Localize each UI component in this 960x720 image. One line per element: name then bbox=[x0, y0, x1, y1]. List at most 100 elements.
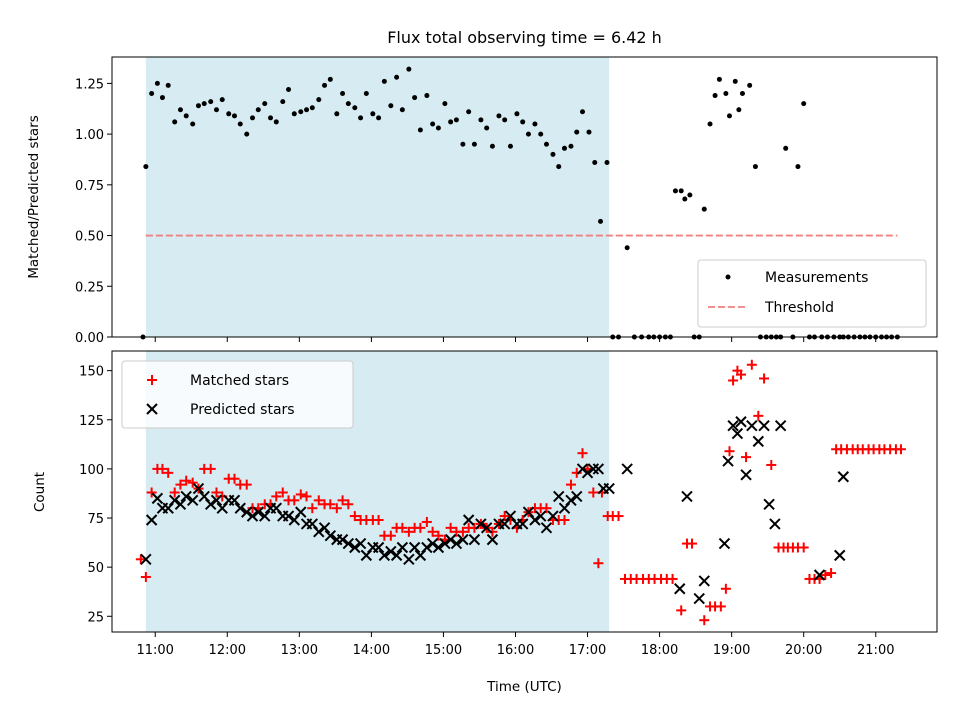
predicted-star-point bbox=[674, 583, 686, 595]
predicted-star-point bbox=[390, 549, 403, 562]
matched-star-point bbox=[343, 499, 354, 510]
y-tick-label: 50 bbox=[87, 561, 104, 576]
measurement-point bbox=[424, 93, 430, 99]
x-tick-label: 13:00 bbox=[281, 643, 318, 658]
measurement-point bbox=[489, 143, 495, 149]
top-y-label: Matched/Predicted stars bbox=[26, 115, 42, 278]
measurement-point bbox=[231, 113, 237, 119]
measurement-point bbox=[376, 115, 382, 121]
measurement-point bbox=[496, 113, 502, 119]
legend-predicted-marker bbox=[146, 403, 158, 415]
predicted-star-point bbox=[565, 494, 577, 507]
predicted-star-point bbox=[444, 533, 457, 546]
predicted-star-point bbox=[468, 533, 481, 546]
matched-star-point bbox=[229, 473, 240, 484]
matched-star-point bbox=[445, 522, 456, 533]
predicted-star-point bbox=[421, 541, 433, 554]
measurement-point bbox=[345, 101, 351, 107]
predicted-star-point bbox=[746, 419, 758, 432]
predicted-star-point bbox=[151, 492, 164, 505]
measurement-point bbox=[273, 119, 279, 125]
measurement-point bbox=[219, 97, 225, 103]
measurement-point bbox=[568, 143, 574, 149]
matched-star-point bbox=[613, 511, 624, 522]
measurement-point bbox=[412, 95, 418, 101]
measurement-point bbox=[340, 91, 346, 97]
predicted-star-point bbox=[727, 419, 739, 432]
matched-star-point bbox=[499, 511, 510, 522]
bottom-panel: 25 50 75 100 125 150 11:00 12:00 13:00 14:00 15:0… bbox=[32, 350, 938, 695]
y-tick-label: 0.75 bbox=[75, 179, 104, 194]
matched-star-point bbox=[559, 514, 570, 525]
matched-star-point bbox=[715, 601, 726, 612]
predicted-star-point bbox=[241, 506, 253, 518]
measurement-point bbox=[592, 160, 598, 166]
measurement-point bbox=[556, 164, 562, 170]
measurement-point bbox=[460, 141, 466, 147]
measurement-point bbox=[322, 82, 328, 88]
x-tick-label: 19:00 bbox=[713, 643, 750, 658]
predicted-star-point bbox=[168, 494, 181, 507]
matched-star-point bbox=[571, 467, 582, 478]
predicted-star-point bbox=[205, 498, 217, 510]
measurement-point bbox=[417, 127, 423, 133]
measurement-point bbox=[250, 115, 256, 121]
predicted-star-point bbox=[834, 549, 846, 562]
matched-star-point bbox=[325, 499, 336, 510]
predicted-star-point bbox=[722, 455, 734, 467]
predicted-star-point bbox=[592, 463, 605, 475]
legend-measurements-marker bbox=[725, 274, 731, 280]
predicted-star-point bbox=[432, 541, 445, 554]
bottom-y-axis: 25 50 75 100 125 150 bbox=[79, 365, 112, 625]
predicted-star-point bbox=[718, 537, 731, 550]
measurement-point bbox=[316, 97, 322, 103]
matched-star-point bbox=[820, 570, 831, 581]
predicted-star-point bbox=[342, 537, 355, 550]
y-tick-label: 0.25 bbox=[75, 280, 104, 295]
predicted-star-point bbox=[180, 490, 192, 503]
measurement-point bbox=[478, 117, 484, 123]
matched-star-point bbox=[373, 514, 384, 525]
measurement-point bbox=[678, 188, 684, 194]
matched-star-point bbox=[565, 479, 576, 490]
measurement-point bbox=[208, 99, 214, 105]
matched-star-point bbox=[277, 487, 288, 498]
measurement-point bbox=[795, 164, 801, 170]
bottom-y-label: Count bbox=[32, 472, 48, 512]
matched-star-point bbox=[699, 615, 710, 626]
matched-star-point bbox=[457, 526, 468, 537]
measurement-point bbox=[507, 143, 513, 149]
measurement-point bbox=[732, 78, 738, 84]
measurement-point bbox=[739, 91, 745, 97]
matched-star-point bbox=[211, 487, 222, 498]
matched-star-point bbox=[798, 542, 809, 553]
measurement-point bbox=[736, 107, 742, 113]
measurement-point bbox=[286, 86, 292, 92]
measurement-point bbox=[237, 121, 243, 127]
predicted-star-point bbox=[735, 416, 747, 428]
predicted-star-point bbox=[378, 549, 391, 562]
predicted-star-point bbox=[385, 545, 397, 558]
measurement-point bbox=[358, 115, 364, 121]
matched-star-point bbox=[140, 571, 151, 582]
measurement-point bbox=[195, 103, 201, 109]
predicted-star-point bbox=[349, 541, 361, 554]
matched-star-point bbox=[301, 491, 312, 502]
measurement-point bbox=[298, 109, 304, 115]
measurement-point bbox=[363, 91, 369, 97]
matched-star-point bbox=[895, 444, 906, 455]
measurement-point bbox=[484, 125, 490, 131]
predicted-star-point bbox=[540, 522, 553, 534]
matched-star-point bbox=[433, 530, 444, 541]
matched-star-point bbox=[205, 463, 216, 474]
predicted-star-point bbox=[186, 494, 199, 507]
y-tick-label: 100 bbox=[79, 463, 104, 478]
measurement-point bbox=[538, 131, 544, 137]
matched-star-point bbox=[415, 522, 426, 533]
measurement-point bbox=[716, 76, 722, 82]
matched-star-point bbox=[331, 503, 342, 514]
predicted-star-point bbox=[372, 541, 385, 554]
predicted-star-point bbox=[145, 514, 158, 526]
measurement-point bbox=[747, 82, 753, 88]
matched-star-point bbox=[746, 359, 757, 370]
